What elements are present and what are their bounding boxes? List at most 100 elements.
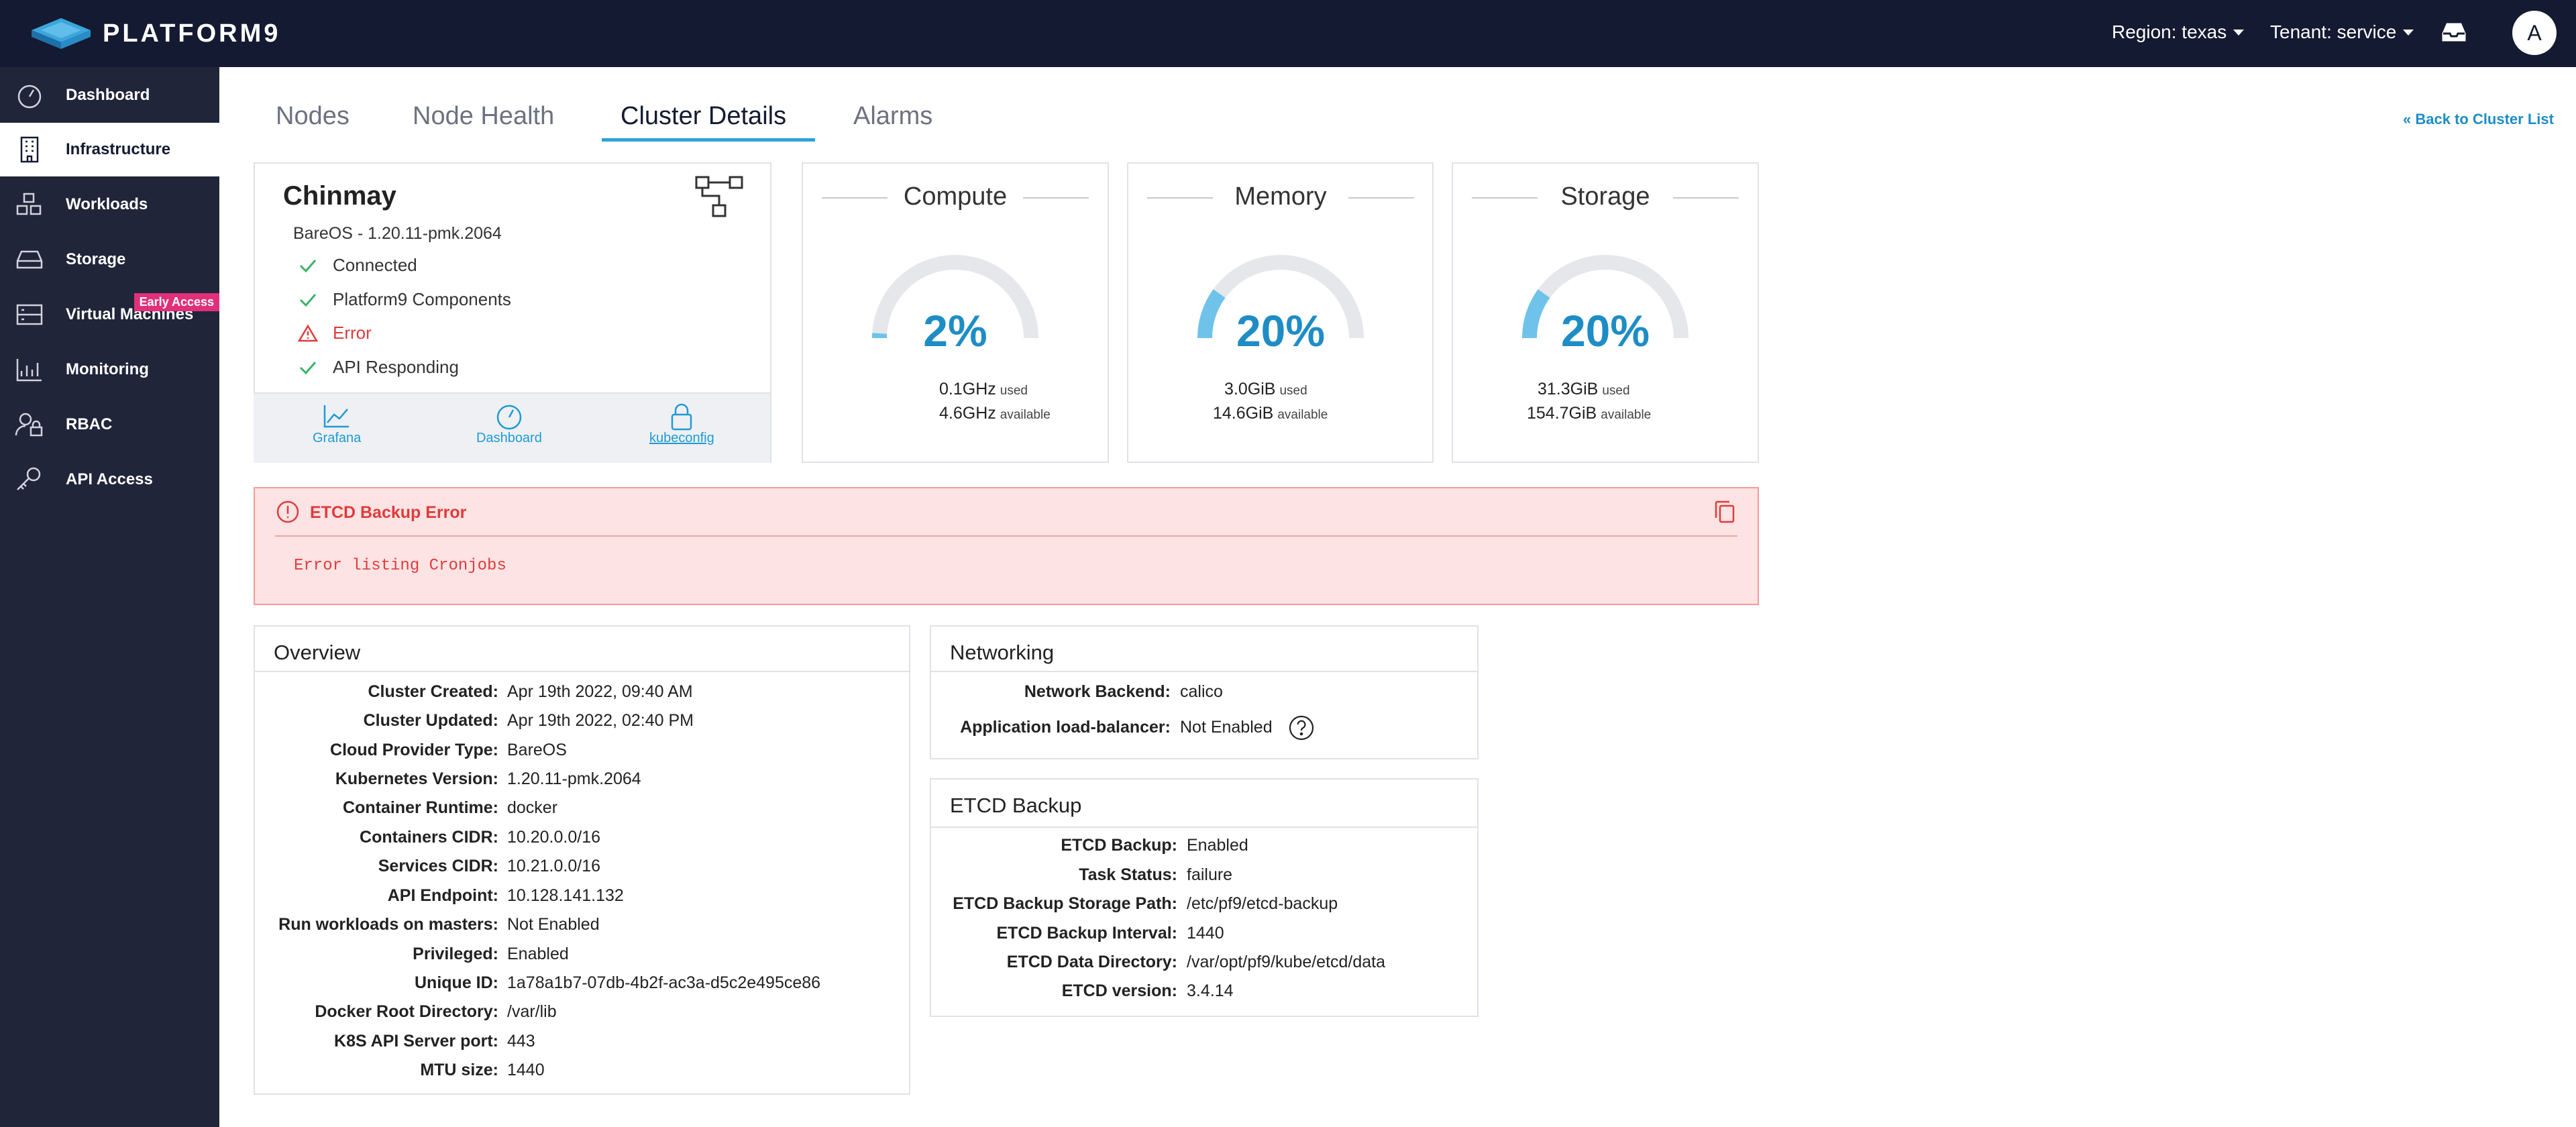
alert-circle-icon: [276, 500, 300, 527]
used-suffix: used: [1000, 384, 1028, 398]
error-message: Error listing Cronjobs: [294, 557, 506, 575]
sidebar-item-infrastructure[interactable]: Infrastructure: [0, 123, 219, 176]
title-rule: [1673, 197, 1739, 199]
overview-key: Kubernetes Version:: [335, 769, 498, 788]
available-suffix: available: [1000, 408, 1051, 422]
error-title: ETCD Backup Error: [310, 503, 467, 522]
overview-key: Cluster Updated:: [363, 711, 498, 730]
inbox-icon[interactable]: [2440, 21, 2467, 46]
compute-used: 0.1GHz used: [939, 380, 1028, 399]
kubeconfig-label: kubeconfig: [649, 431, 714, 445]
title-rule: [1147, 197, 1213, 199]
sidebar-item-label: Storage: [66, 250, 126, 268]
avatar-letter: A: [2527, 20, 2542, 45]
sidebar-item-rbac[interactable]: RBAC: [0, 398, 219, 451]
memory-percent: 20%: [1236, 306, 1326, 356]
used-suffix: used: [1602, 384, 1630, 398]
server-icon: [13, 299, 46, 331]
overview-value: 10.20.0.0/16: [507, 828, 601, 847]
sidebar-item-workloads[interactable]: Workloads: [0, 178, 219, 231]
overview-value: 10.128.141.132: [507, 886, 624, 905]
grafana-link[interactable]: Grafana: [313, 402, 361, 446]
dashboard-icon: [13, 79, 46, 111]
back-to-cluster-list-link[interactable]: « Back to Cluster List: [2403, 111, 2554, 127]
chart-line-icon: [323, 405, 350, 428]
overview-value: Enabled: [507, 945, 569, 963]
overview-value: /var/lib: [507, 1002, 557, 1021]
sidebar-item-label: Monitoring: [66, 360, 149, 378]
compute-available: 4.6GHz available: [939, 404, 1051, 423]
gauge-fill: [1197, 289, 1226, 339]
compute-percent: 2%: [923, 306, 987, 356]
storage-gauge: [1522, 255, 1688, 339]
panel-divider: [931, 826, 1477, 828]
sidebar-item-virtual-machines[interactable]: Virtual Machines Early Access: [0, 288, 219, 341]
sidebar: Dashboard Infrastructure Workloads Stora…: [0, 67, 219, 1127]
storage-card: [1452, 162, 1759, 463]
overview-value: Apr 19th 2022, 02:40 PM: [507, 711, 694, 730]
chevron-down-icon: [2403, 29, 2414, 36]
networking-value: calico: [1180, 682, 1223, 701]
overview-key: API Endpoint:: [387, 886, 498, 905]
etcd-key: ETCD version:: [1061, 981, 1177, 1000]
avatar[interactable]: A: [2512, 11, 2557, 55]
networking-panel: [930, 625, 1479, 759]
tab-node-health[interactable]: Node Health: [413, 102, 555, 130]
sidebar-item-storage[interactable]: Storage: [0, 233, 219, 286]
dashboard-link[interactable]: Dashboard: [476, 402, 542, 446]
sidebar-item-api-access[interactable]: API Access: [0, 453, 219, 506]
cluster-name: Chinmay: [283, 181, 396, 211]
networking-key: Application load-balancer:: [960, 718, 1171, 737]
active-tab-indicator: [602, 138, 815, 142]
tab-nodes[interactable]: Nodes: [276, 102, 350, 130]
region-dropdown[interactable]: Region: texas: [2112, 21, 2245, 43]
overview-key: Docker Root Directory:: [315, 1002, 498, 1021]
storage-used-value: 31.3GiB: [1538, 380, 1599, 398]
tab-cluster-details[interactable]: Cluster Details: [621, 102, 787, 130]
available-suffix: available: [1601, 408, 1652, 422]
logo-text: PLATFORM9: [103, 19, 281, 48]
storage-used: 31.3GiB used: [1538, 380, 1630, 399]
etcd-key: Task Status:: [1079, 865, 1177, 884]
memory-available-value: 14.6GiB: [1213, 404, 1274, 423]
sidebar-item-label: API Access: [66, 470, 153, 488]
overview-value: 1440: [507, 1061, 545, 1079]
overview-key: MTU size:: [420, 1061, 498, 1079]
compute-gauge: [871, 255, 1038, 339]
help-icon[interactable]: [1288, 714, 1315, 745]
region-label: Region: texas: [2112, 21, 2227, 42]
overview-value: Apr 19th 2022, 09:40 AM: [507, 682, 693, 701]
overview-key: Container Runtime:: [343, 798, 498, 817]
lock-icon: [672, 403, 692, 431]
status-label: Connected: [333, 255, 417, 275]
status-label: Platform9 Components: [333, 289, 511, 309]
sidebar-item-dashboard[interactable]: Dashboard: [0, 68, 219, 122]
overview-value: Not Enabled: [507, 915, 600, 934]
storage-percent: 20%: [1560, 306, 1650, 356]
topology-icon[interactable]: [695, 176, 743, 221]
title-rule: [822, 197, 888, 199]
early-access-badge: Early Access: [133, 293, 219, 311]
overview-value: 443: [507, 1032, 535, 1051]
overview-key: Privileged:: [413, 945, 498, 963]
etcd-value: Enabled: [1187, 836, 1248, 855]
memory-card: [1127, 162, 1434, 463]
kubeconfig-link[interactable]: kubeconfig: [649, 402, 714, 446]
sidebar-item-monitoring[interactable]: Monitoring: [0, 343, 219, 396]
check-icon: [297, 292, 319, 307]
compute-title: Compute: [903, 182, 1008, 211]
tenant-dropdown[interactable]: Tenant: service: [2270, 21, 2414, 43]
tab-alarms[interactable]: Alarms: [853, 102, 933, 130]
networking-title: Networking: [950, 641, 1055, 664]
used-suffix: used: [1279, 384, 1307, 398]
sidebar-item-label: RBAC: [66, 415, 113, 433]
overview-key: Cluster Created:: [368, 682, 499, 701]
sidebar-item-label: Dashboard: [66, 86, 150, 104]
etcd-value: 1440: [1187, 924, 1224, 943]
copy-icon[interactable]: [1713, 499, 1736, 528]
overview-key: Containers CIDR:: [360, 828, 498, 847]
platform9-logo[interactable]: PLATFORM9: [30, 15, 280, 52]
key-icon: [13, 464, 46, 496]
etcd-value: /etc/pf9/etcd-backup: [1187, 894, 1338, 913]
storage-title: Storage: [1560, 182, 1650, 211]
